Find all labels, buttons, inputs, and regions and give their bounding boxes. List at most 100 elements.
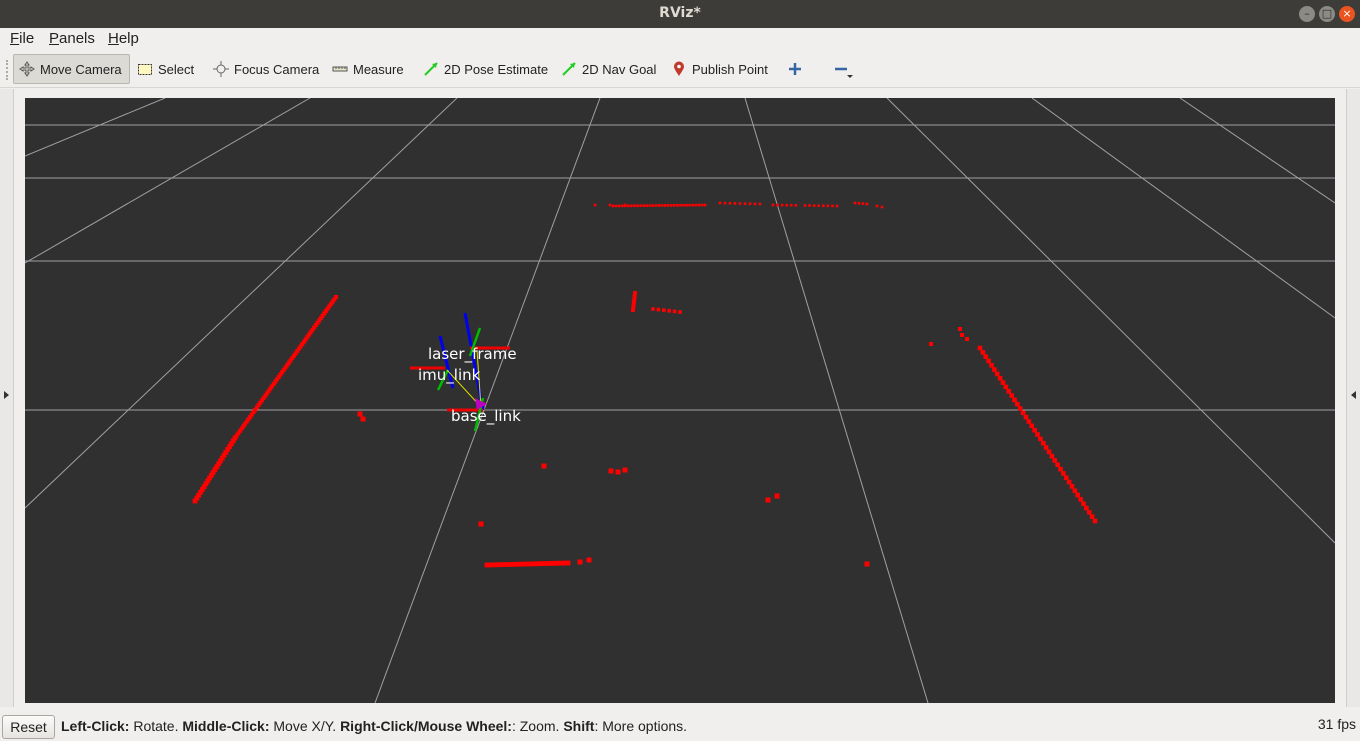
laser-point	[511, 561, 517, 567]
minus-icon	[832, 60, 850, 78]
laser-point	[327, 304, 332, 309]
laser-point	[521, 561, 527, 567]
laser-point	[283, 365, 288, 370]
laser-point	[657, 204, 661, 207]
laser-point	[691, 203, 695, 207]
laser-point	[330, 299, 335, 304]
laser-point	[212, 467, 218, 472]
laser-point	[1040, 440, 1046, 446]
laser-point	[642, 204, 645, 207]
add-tool-button[interactable]	[782, 54, 808, 84]
laser-point	[248, 414, 253, 419]
menu-file-label: ile	[19, 30, 35, 47]
menu-bar: File Panels Help	[0, 28, 1360, 50]
laser-point	[821, 204, 825, 208]
render-viewport[interactable]: laser_frame imu_link base_link	[25, 98, 1335, 703]
menu-help[interactable]: Help	[108, 30, 139, 47]
base-link-label: base_link	[451, 407, 521, 425]
laser-point	[221, 452, 227, 458]
laser-point	[258, 400, 263, 405]
laser-point	[694, 203, 698, 207]
laser-point	[268, 386, 273, 391]
laser-point	[639, 204, 642, 207]
laser-point	[672, 309, 677, 314]
laser-point	[254, 405, 259, 410]
help-left-key: Left-Click:	[61, 718, 130, 734]
move-camera-icon	[18, 60, 36, 78]
help-middle-action: Move X/Y.	[269, 718, 341, 734]
select-label: Select	[158, 61, 195, 77]
laser-point	[1023, 414, 1029, 420]
laser-point	[205, 478, 211, 484]
laser-point	[1086, 510, 1092, 515]
laser-point	[703, 203, 707, 207]
laser-point	[989, 363, 994, 368]
laser-point	[290, 356, 295, 361]
measure-tool[interactable]: Measure	[327, 54, 404, 84]
laser-point	[285, 363, 290, 368]
laser-point	[315, 320, 320, 325]
laser-point	[992, 367, 997, 372]
laser-point	[1046, 449, 1052, 455]
laser-point	[1075, 492, 1081, 498]
laser-point	[617, 204, 621, 208]
laser-point	[1063, 475, 1069, 481]
publish-point-tool[interactable]: Publish Point	[666, 54, 768, 84]
laser-point	[312, 325, 317, 330]
laser-point	[977, 345, 983, 351]
move-camera-tool[interactable]: Move Camera	[13, 54, 130, 84]
toolbar-grip[interactable]	[6, 60, 9, 80]
nav-goal-tool[interactable]: 2D Nav Goal	[556, 54, 656, 84]
laser-point	[960, 333, 964, 337]
laser-point	[210, 469, 216, 475]
menu-panels-mnemonic: P	[49, 30, 60, 47]
remove-tool-button[interactable]	[828, 54, 854, 84]
laser-point	[662, 308, 666, 312]
laser-point	[1026, 419, 1032, 424]
menu-file[interactable]: File	[10, 30, 34, 47]
laser-point	[651, 307, 655, 311]
laser-point	[293, 351, 298, 356]
menu-panels[interactable]: Panels	[49, 30, 95, 47]
laser-point	[288, 358, 293, 363]
laser-point	[774, 493, 780, 499]
pose-estimate-tool[interactable]: 2D Pose Estimate	[418, 54, 548, 84]
right-panel-toggle[interactable]	[1346, 89, 1360, 707]
laser-point	[1003, 384, 1009, 390]
laser-point	[1066, 479, 1072, 485]
laser-point	[748, 202, 752, 206]
laser-point	[753, 202, 757, 206]
laser-point	[303, 337, 308, 342]
select-tool[interactable]: Select	[132, 54, 194, 84]
laser-point	[803, 204, 807, 207]
laser-point	[541, 561, 547, 566]
laser-point	[225, 447, 231, 452]
reset-button[interactable]: Reset	[2, 715, 55, 739]
laser-point	[270, 384, 275, 389]
help-shift-key: Shift	[563, 718, 595, 734]
laser-point	[1006, 388, 1012, 394]
focus-camera-tool[interactable]: Focus Camera	[208, 54, 319, 84]
minimize-button[interactable]: –	[1299, 6, 1315, 22]
laser-point	[700, 203, 704, 207]
laser-point	[1009, 393, 1014, 398]
maximize-button[interactable]: □	[1319, 6, 1335, 22]
nav-goal-arrow-icon	[560, 60, 578, 78]
laser-point	[615, 469, 621, 475]
title-bar: RViz* – □ ×	[0, 0, 1360, 28]
laser-point	[673, 204, 676, 207]
close-button[interactable]: ×	[1339, 6, 1355, 22]
fps-counter: 31 fps	[1317, 716, 1356, 732]
laser-point	[239, 426, 244, 431]
laser-point	[295, 349, 300, 354]
laser-point	[305, 334, 310, 339]
laser-point	[1089, 514, 1095, 519]
laser-point	[328, 302, 333, 307]
laser-point	[633, 291, 637, 295]
laser-point	[322, 311, 327, 316]
laser-point	[780, 203, 784, 207]
laser-point	[676, 204, 679, 207]
laser-point	[236, 431, 241, 436]
laser-point	[518, 561, 524, 567]
left-panel-toggle[interactable]	[0, 89, 14, 707]
